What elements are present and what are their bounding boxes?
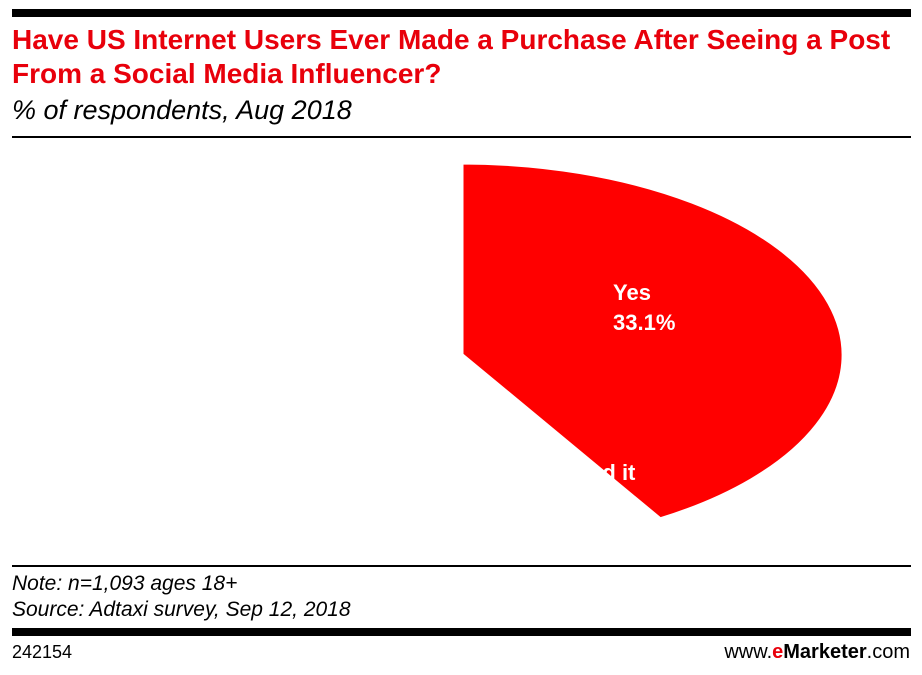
note-text: Note: n=1,093 ages 18+ <box>12 572 238 595</box>
brand-e: e <box>772 641 784 663</box>
pie-slices <box>458 159 847 523</box>
chart-id: 242154 <box>12 642 73 662</box>
chart-subtitle: % of respondents, Aug 2018 <box>12 95 352 125</box>
header-divider <box>12 136 911 138</box>
brand-suffix: .com <box>866 641 910 663</box>
brand-name: Marketer <box>783 641 867 663</box>
chart-title: Have US Internet Users Ever Made a Purch… <box>12 24 891 89</box>
footnote: Note: n=1,093 ages 18+ Source: Adtaxi su… <box>12 571 351 623</box>
pie-chart: Yes 33.1% No, but considered it 25.6% Never 4… <box>232 159 847 523</box>
slice-label: Yes <box>613 280 651 305</box>
source-text: Source: Adtaxi survey, Sep 12, 2018 <box>12 598 351 621</box>
slice-label: Never <box>232 315 294 340</box>
slice-value-label: 25.6% <box>417 490 479 515</box>
slice-value-label: 41.3% <box>232 345 294 370</box>
top-rule <box>12 9 911 17</box>
pie-labels: Yes 33.1% No, but considered it 25.6% Never 4… <box>232 280 675 515</box>
footer-divider <box>12 565 911 567</box>
bottom-rule <box>12 628 911 636</box>
brand-prefix: www. <box>724 641 773 663</box>
slice-value-label: 33.1% <box>613 310 675 335</box>
emarketer-logo[interactable]: www.eMarketer.com <box>724 641 910 664</box>
slice-label: No, but considered it <box>417 460 636 485</box>
pie-slice-never <box>458 159 847 523</box>
